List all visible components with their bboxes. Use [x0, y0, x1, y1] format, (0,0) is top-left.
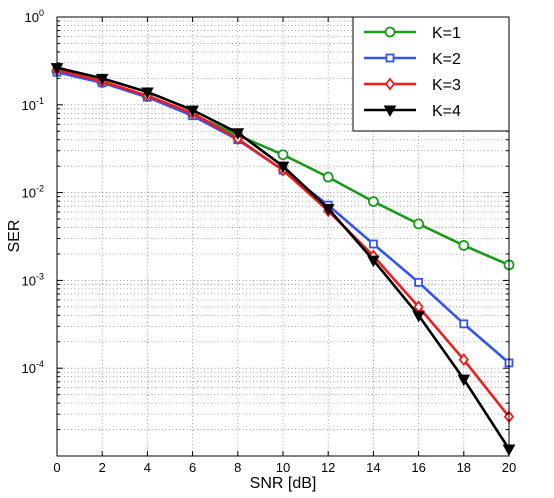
x-tick-label: 12	[321, 460, 335, 475]
y-tick-label: 10-2	[22, 184, 44, 201]
data-point	[412, 310, 425, 323]
data-point	[459, 319, 469, 329]
data-point	[321, 203, 335, 216]
data-point	[276, 161, 290, 174]
x-tick-label: 10	[276, 460, 290, 475]
data-point	[322, 171, 334, 183]
data-point	[186, 105, 199, 118]
legend-entry: K=4	[364, 103, 461, 120]
legend-box	[352, 16, 510, 132]
legend-label: K=2	[432, 51, 461, 68]
x-tick-label: 14	[366, 460, 380, 475]
legend-entry: K=1	[364, 25, 461, 42]
legend-label: K=3	[432, 77, 461, 94]
data-point	[95, 73, 109, 86]
data-point	[277, 149, 289, 161]
legend-marker	[384, 77, 396, 91]
data-point	[458, 353, 469, 367]
data-point	[413, 218, 425, 230]
legend-marker	[383, 105, 397, 118]
data-point	[367, 255, 380, 268]
series-4	[50, 63, 516, 457]
x-tick-label: 0	[53, 460, 60, 475]
x-tick-label: 20	[502, 460, 516, 475]
x-tick-labels: 0 2 4 6 8 10 12 14 16 18 20	[53, 460, 516, 475]
data-point	[457, 374, 471, 387]
data-point	[414, 277, 424, 287]
data-point	[141, 87, 154, 100]
legend-label: K=1	[432, 25, 461, 42]
x-tick-label: 18	[457, 460, 471, 475]
data-point	[231, 128, 245, 140]
data-point	[458, 240, 470, 251]
y-axis-label: SER	[6, 220, 23, 253]
series-layer	[50, 63, 516, 457]
y-tick-labels: 100 10-1 10-2 10-3 10-4	[22, 8, 44, 376]
legend-marker	[384, 26, 396, 38]
data-point	[368, 239, 378, 249]
x-tick-label: 2	[99, 460, 106, 475]
x-tick-label: 16	[411, 460, 425, 475]
legend-entry: K=2	[364, 51, 461, 68]
legend-label: K=4	[432, 103, 461, 120]
x-tick-label: 4	[144, 460, 151, 475]
y-tick-label: 100	[25, 8, 44, 25]
legend-marker	[385, 53, 395, 63]
legend: K=1 K=2 K=3 K=4	[352, 16, 510, 132]
x-tick-label: 6	[189, 460, 196, 475]
y-tick-label: 10-3	[22, 271, 44, 288]
data-point	[367, 196, 379, 207]
legend-entry: K=3	[364, 77, 461, 94]
y-tick-label: 10-1	[22, 96, 44, 113]
x-axis-label: SNR [dB]	[250, 475, 317, 492]
x-tick-label: 8	[234, 460, 241, 475]
y-tick-label: 10-4	[22, 359, 44, 376]
